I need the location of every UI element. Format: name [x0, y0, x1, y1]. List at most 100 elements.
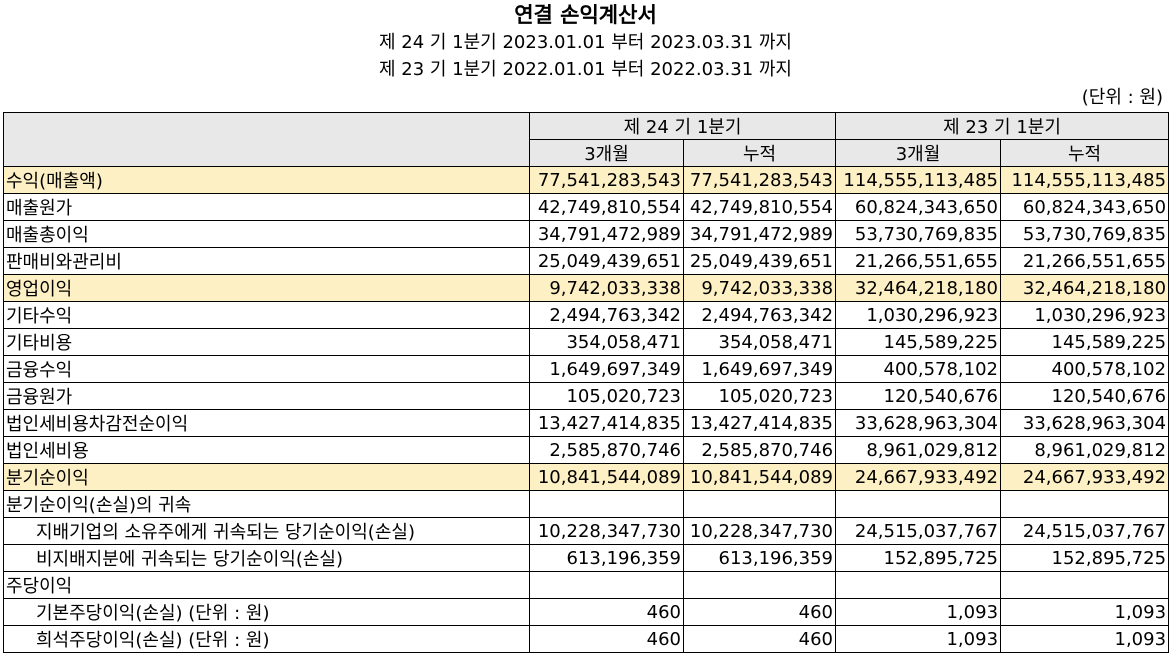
- table-row: 기타수익 2,494,763,342 2,494,763,342 1,030,296,…: [3, 301, 1170, 329]
- row-value: 1,030,296,923: [835, 301, 1002, 329]
- table-row: 희석주당이익(손실) (단위 : 원) 460 460 1,093 1,093: [3, 625, 1170, 653]
- table-row: 영업이익 9,742,033,338 9,742,033,338 32,464,218…: [3, 274, 1170, 302]
- row-label: 비지배지분에 귀속되는 당기순이익(손실): [3, 544, 530, 572]
- period-prior: 제 23 기 1분기 2022.01.01 부터 2022.03.31 까지: [378, 59, 792, 80]
- row-value: 114,555,113,485: [1000, 166, 1170, 194]
- row-value: 34,791,472,989: [682, 220, 837, 248]
- row-value: [682, 490, 837, 518]
- row-value: 24,667,933,492: [835, 463, 1002, 491]
- row-value: 114,555,113,485: [835, 166, 1002, 194]
- row-value: 1,649,697,349: [682, 355, 837, 383]
- table-row: 수익(매출액) 77,541,283,543 77,541,283,543 114,5…: [3, 166, 1170, 194]
- header-3months-current: 3개월: [529, 139, 684, 167]
- row-value: 42,749,810,554: [529, 193, 684, 221]
- row-value: [835, 571, 1002, 599]
- table-row: 판매비와관리비 25,049,439,651 25,049,439,651 21,26…: [3, 247, 1170, 275]
- row-value: 400,578,102: [1000, 355, 1170, 383]
- table-row: 분기순이익 10,841,544,089 10,841,544,089 24,667,…: [3, 463, 1170, 491]
- row-value: 25,049,439,651: [682, 247, 837, 275]
- table-row: 지배기업의 소유주에게 귀속되는 당기순이익(손실) 10,228,347,730…: [3, 517, 1170, 545]
- row-value: 354,058,471: [682, 328, 837, 356]
- row-value: 60,824,343,650: [835, 193, 1002, 221]
- row-value: [835, 490, 1002, 518]
- table-row: 분기순이익(손실)의 귀속: [3, 490, 1170, 518]
- row-label: 기본주당이익(손실) (단위 : 원): [3, 598, 530, 626]
- row-value: [1000, 490, 1170, 518]
- table-row: 법인세비용차감전순이익 13,427,414,835 13,427,414,835 3…: [3, 409, 1170, 437]
- row-value: [1000, 571, 1170, 599]
- income-statement-table: 제 24 기 1분기 제 23 기 1분기 3개월 누적 3개월 누적 수익(매…: [3, 112, 1170, 653]
- header-3months-prior: 3개월: [835, 139, 1002, 167]
- row-value: 1,093: [835, 625, 1002, 653]
- row-value: 13,427,414,835: [529, 409, 684, 437]
- row-value: 460: [529, 598, 684, 626]
- row-label: 금융수익: [3, 355, 530, 383]
- row-value: 460: [682, 598, 837, 626]
- row-label: 분기순이익: [3, 463, 530, 491]
- row-value: 1,649,697,349: [529, 355, 684, 383]
- unit-label: (단위 : 원): [1081, 87, 1163, 108]
- row-value: 9,742,033,338: [529, 274, 684, 302]
- table-row: 매출총이익 34,791,472,989 34,791,472,989 53,730,…: [3, 220, 1170, 248]
- row-label: 영업이익: [3, 274, 530, 302]
- row-label: 매출원가: [3, 193, 530, 221]
- row-value: 9,742,033,338: [682, 274, 837, 302]
- row-label: 법인세비용: [3, 436, 530, 464]
- row-value: 2,585,870,746: [682, 436, 837, 464]
- header-cumulative-prior: 누적: [1000, 139, 1170, 167]
- table-row: 법인세비용 2,585,870,746 2,585,870,746 8,961,029…: [3, 436, 1170, 464]
- row-value: 24,515,037,767: [835, 517, 1002, 545]
- row-value: 2,585,870,746: [529, 436, 684, 464]
- row-label: 희석주당이익(손실) (단위 : 원): [3, 625, 530, 653]
- row-value: 8,961,029,812: [835, 436, 1002, 464]
- row-value: 34,791,472,989: [529, 220, 684, 248]
- table-row: 주당이익: [3, 571, 1170, 599]
- row-label: 법인세비용차감전순이익: [3, 409, 530, 437]
- row-value: 8,961,029,812: [1000, 436, 1170, 464]
- row-value: 53,730,769,835: [1000, 220, 1170, 248]
- row-value: 10,228,347,730: [529, 517, 684, 545]
- row-value: 10,841,544,089: [529, 463, 684, 491]
- header-cumulative-current: 누적: [682, 139, 837, 167]
- table-row: 매출원가 42,749,810,554 42,749,810,554 60,824,3…: [3, 193, 1170, 221]
- row-value: 77,541,283,543: [529, 166, 684, 194]
- row-value: 33,628,963,304: [835, 409, 1002, 437]
- row-value: 145,589,225: [1000, 328, 1170, 356]
- row-value: 32,464,218,180: [1000, 274, 1170, 302]
- header-row-groups: 제 24 기 1분기 제 23 기 1분기: [3, 112, 1170, 167]
- row-label: 수익(매출액): [3, 166, 530, 194]
- table-row: 금융수익 1,649,697,349 1,649,697,349 400,578,10…: [3, 355, 1170, 383]
- row-value: 53,730,769,835: [835, 220, 1002, 248]
- period-current: 제 24 기 1분기 2023.01.01 부터 2023.03.31 까지: [378, 32, 792, 53]
- table-row: 비지배지분에 귀속되는 당기순이익(손실) 613,196,359 613,196,…: [3, 544, 1170, 572]
- row-value: 10,841,544,089: [682, 463, 837, 491]
- header-row-sub: 3개월 누적 3개월 누적: [4, 139, 1170, 167]
- row-value: 152,895,725: [1000, 544, 1170, 572]
- row-value: 613,196,359: [682, 544, 837, 572]
- row-value: 32,464,218,180: [835, 274, 1002, 302]
- row-value: 152,895,725: [835, 544, 1002, 572]
- row-value: 613,196,359: [529, 544, 684, 572]
- row-value: 2,494,763,342: [529, 301, 684, 329]
- row-value: 120,540,676: [835, 382, 1002, 410]
- table-row: 기타비용 354,058,471 354,058,471 145,589,225 145…: [3, 328, 1170, 356]
- row-value: 24,515,037,767: [1000, 517, 1170, 545]
- row-value: 120,540,676: [1000, 382, 1170, 410]
- row-label: 금융원가: [3, 382, 530, 410]
- row-label: 기타수익: [3, 301, 530, 329]
- row-value: [529, 571, 684, 599]
- row-label: 분기순이익(손실)의 귀속: [3, 490, 530, 518]
- row-label: 주당이익: [3, 571, 530, 599]
- row-value: 33,628,963,304: [1000, 409, 1170, 437]
- row-label: 기타비용: [3, 328, 530, 356]
- row-value: 105,020,723: [682, 382, 837, 410]
- header-corner: [3, 112, 530, 167]
- row-value: 1,030,296,923: [1000, 301, 1170, 329]
- row-value: 400,578,102: [835, 355, 1002, 383]
- row-value: 460: [529, 625, 684, 653]
- row-label: 판매비와관리비: [3, 247, 530, 275]
- row-value: 1,093: [1000, 598, 1170, 626]
- row-value: 2,494,763,342: [682, 301, 837, 329]
- row-value: 1,093: [835, 598, 1002, 626]
- row-value: 1,093: [1000, 625, 1170, 653]
